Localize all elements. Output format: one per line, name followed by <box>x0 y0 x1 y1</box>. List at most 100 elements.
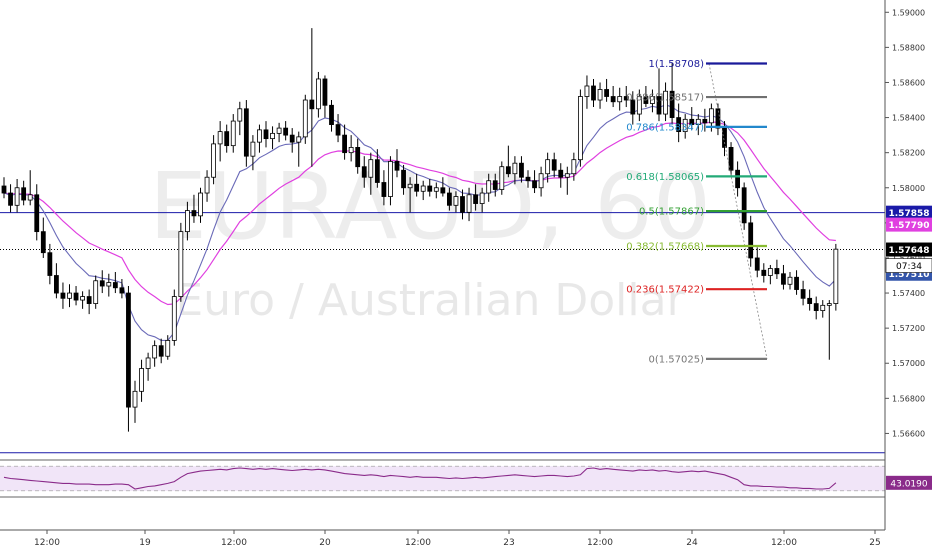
fib-level-label: 0.618(1.58065) <box>626 172 704 183</box>
candle-bearish <box>702 118 708 124</box>
candle-bullish <box>171 296 177 341</box>
candle-bearish <box>774 268 780 275</box>
candle-bearish <box>394 161 400 171</box>
candle-bearish <box>86 296 92 304</box>
x-tick-label: 25 <box>869 538 880 548</box>
candle-bearish <box>794 276 799 290</box>
countdown-tag <box>885 258 932 273</box>
candle-bullish <box>276 127 282 134</box>
candle-bearish <box>761 269 767 276</box>
candle-bullish <box>695 118 701 125</box>
candle-bearish <box>492 180 498 190</box>
rsi-value-tag <box>886 475 932 490</box>
candle-bullish <box>14 187 20 206</box>
candle-bearish <box>309 99 315 110</box>
candle-bullish <box>152 345 158 359</box>
candle-bearish <box>243 108 249 157</box>
candle-bullish <box>650 96 655 104</box>
fibonacci-retracement[interactable]: 1(1.58708) 0.886(1.58517) 0.786(1.58347) 0.… <box>626 59 768 365</box>
x-tick-label: 12:00 <box>587 538 613 548</box>
candle-bullish <box>106 282 112 287</box>
candle-bullish <box>512 162 518 175</box>
price-tag <box>886 205 932 220</box>
x-tick-label: 12:00 <box>34 538 60 548</box>
candle-bearish <box>689 118 695 125</box>
fib-level-label: 0.886(1.58517) <box>626 93 704 104</box>
candle-bearish <box>381 182 387 197</box>
candle-bearish <box>112 282 118 289</box>
candle-bearish <box>158 345 164 357</box>
candle-bullish <box>636 96 642 115</box>
candle-bearish <box>735 169 740 189</box>
price-tag <box>886 217 932 232</box>
candle-bearish <box>525 176 531 182</box>
candle-bullish <box>787 276 793 285</box>
candle-bullish <box>368 159 374 178</box>
candle-bullish <box>433 187 439 192</box>
price-tag <box>886 242 932 257</box>
candle-bearish <box>558 169 564 178</box>
candle-bearish <box>342 134 348 154</box>
candle-bullish <box>663 90 668 115</box>
y-tick-label: 1.57200 <box>892 324 925 333</box>
candle-bullish <box>407 183 413 189</box>
fib-level-label: 0.236(1.57422) <box>626 285 704 296</box>
candle-bearish <box>73 292 79 301</box>
candle-bullish <box>348 147 354 154</box>
candle-bullish <box>211 143 217 178</box>
candle-bullish <box>27 194 33 201</box>
candle-bearish <box>754 257 760 271</box>
candle-bearish <box>60 292 66 299</box>
rsi-line <box>3 467 837 490</box>
candle-bearish <box>355 147 361 168</box>
candle-bearish <box>99 280 105 287</box>
y-tick-label: 1.58600 <box>892 78 925 87</box>
candle-bullish <box>571 159 577 175</box>
candle-bullish <box>420 185 426 192</box>
price-tag-label: 1.57790 <box>889 221 930 231</box>
candle-bullish <box>217 131 223 145</box>
candle-bullish <box>826 303 832 306</box>
price-tag-label: 1.57648 <box>889 246 930 256</box>
candle-bearish <box>21 187 27 201</box>
horizontal-lines <box>0 212 885 454</box>
candle-bearish <box>263 129 269 140</box>
fib-level-label: 0.5(1.57867) <box>639 207 704 218</box>
candle-bullish <box>250 141 256 157</box>
candle-bullish <box>479 192 485 204</box>
candle-bullish <box>564 173 570 178</box>
candle-bearish <box>800 289 806 299</box>
watermark-description: Euro / Australian Dollar <box>175 275 685 326</box>
candle-bullish <box>388 161 393 197</box>
candle-bullish <box>270 132 275 140</box>
candle-bullish <box>80 296 85 301</box>
candle-bearish <box>656 96 662 115</box>
candle-bearish <box>741 187 747 224</box>
y-tick-label: 1.59000 <box>892 8 925 17</box>
candle-bearish <box>610 96 616 103</box>
y-tick-label: 1.58200 <box>892 149 925 158</box>
candle-bearish <box>361 166 367 178</box>
countdown-label: 07:34 <box>896 262 922 272</box>
candle-bearish <box>47 252 53 276</box>
candle-bearish <box>623 96 629 101</box>
candle-bearish <box>591 85 596 101</box>
x-tick-label: 12:00 <box>405 538 431 548</box>
candle-bullish <box>145 357 151 369</box>
candle-bearish <box>446 192 452 206</box>
candle-bullish <box>486 180 492 194</box>
candle-bullish <box>178 231 184 297</box>
candle-bearish <box>676 117 682 133</box>
candle-bullish <box>296 136 302 143</box>
candle-bearish <box>1 185 7 194</box>
price-tag-label: 1.57510 <box>889 270 930 280</box>
candle-bearish <box>40 231 46 254</box>
candle-bullish <box>709 108 714 124</box>
candle-bearish <box>119 287 125 294</box>
candle-bearish <box>440 187 446 194</box>
x-tick-label: 20 <box>319 538 331 548</box>
